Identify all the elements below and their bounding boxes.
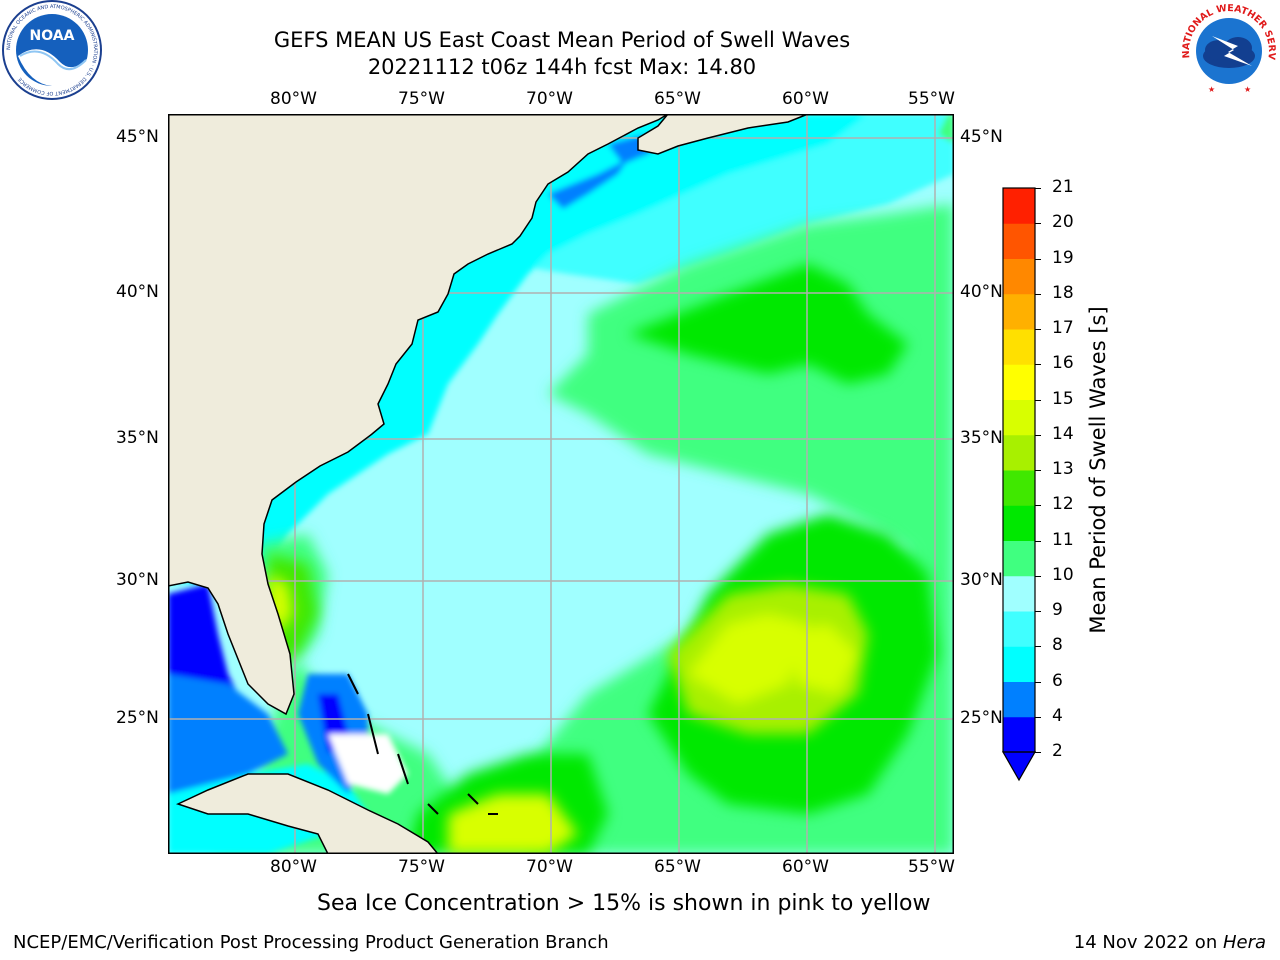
colorbar-segment [1003,399,1035,436]
colorbar-tick-mark [1035,716,1041,718]
colorbar-segment [1003,258,1035,295]
colorbar-tick-mark [1035,399,1041,401]
lat-tick-left-45n: 45°N [116,127,159,147]
lon-tick-top-55w: 55°W [908,89,955,109]
bahamas-islands [347,673,498,815]
lat-tick-right-45n: 45°N [960,127,1003,147]
land-maritimes [637,114,809,155]
colorbar-segment [1003,188,1035,224]
lat-tick-right-30n: 30°N [960,570,1003,590]
colorbar-tick-mark [1035,293,1041,295]
colorbar-tick-label: 2 [1052,741,1063,761]
nws-logo: NATIONAL WEATHER SERVICE ★ ★ [1178,0,1278,100]
colorbar-tick-label: 8 [1052,635,1063,656]
colorbar-tick-label: 20 [1052,212,1074,233]
colorbar-tick-mark [1035,364,1041,366]
colorbar-segment [1003,293,1035,330]
svg-text:★: ★ [1208,85,1215,94]
colorbar-segment [1003,470,1035,506]
lat-tick-right-40n: 40°N [960,282,1003,302]
lat-tick-left-25n: 25°N [116,708,159,728]
sea-ice-caption: Sea Ice Concentration > 15% is shown in … [317,891,931,916]
colorbar-tick-mark [1035,575,1041,577]
colorbar-segment [1003,364,1035,400]
lon-tick-top-75w: 75°W [398,89,445,109]
colorbar-segment [1003,575,1035,612]
colorbar-tick-mark [1035,505,1041,507]
lon-tick-top-60w: 60°W [782,89,829,109]
colorbar-tick-label: 17 [1052,318,1074,338]
lon-tick-bottom-65w: 65°W [654,857,701,877]
footer-right: 14 Nov 2022 on Hera [1074,932,1266,953]
land-north-america [168,114,670,716]
colorbar-segment [1003,646,1035,682]
colorbar-tick-mark [1035,434,1041,436]
colorbar-extend-min [1001,751,1037,782]
colorbar-tick-mark [1035,258,1041,260]
colorbar-tick-label: 19 [1052,247,1074,268]
colorbar-segment [1003,223,1035,259]
colorbar-tick-label: 18 [1052,282,1074,303]
colorbar-tick-mark [1035,646,1041,648]
colorbar-tick-mark [1035,540,1041,542]
colorbar-tick-label: 4 [1052,705,1063,726]
colorbar-tick-label: 14 [1052,423,1074,444]
colorbar-tick-label: 13 [1052,459,1074,479]
noaa-logo-text: NOAA [30,28,75,44]
colorbar-segment [1003,329,1035,365]
colorbar-tick-label: 21 [1052,177,1074,197]
colorbar-tick-label: 6 [1052,670,1063,691]
chart-title-line2: 20221112 t06z 144h fcst Max: 14.80 [367,55,757,79]
svg-text:★: ★ [1244,85,1251,94]
colorbar-tick-mark [1035,223,1041,225]
colorbar-segment [1003,505,1035,541]
lon-tick-top-80w: 80°W [270,89,317,109]
lat-tick-left-35n: 35°N [116,428,159,448]
lon-tick-top-70w: 70°W [526,89,573,109]
colorbar-tick-mark [1035,611,1041,612]
colorbar-tick-label: 15 [1052,388,1074,409]
swell-period-map [168,114,954,854]
colorbar-label: Mean Period of Swell Waves [s] [1086,306,1110,634]
lon-tick-bottom-60w: 60°W [782,857,829,877]
colorbar-segment [1003,611,1035,647]
lat-tick-left-30n: 30°N [116,570,159,590]
lat-tick-left-40n: 40°N [116,282,159,302]
colorbar-tick-label: 16 [1052,353,1074,374]
colorbar-segment [1003,540,1035,577]
colorbar-tick-mark [1035,470,1041,471]
lon-tick-bottom-80w: 80°W [270,857,317,877]
lat-tick-right-35n: 35°N [960,428,1003,448]
lon-tick-bottom-70w: 70°W [526,857,573,877]
swell-12-13s-regions [268,574,868,854]
colorbar-tick-label: 11 [1052,529,1074,550]
lon-tick-top-65w: 65°W [654,89,701,109]
colorbar-tick-label: 9 [1052,600,1063,620]
noaa-logo: NOAA NATIONAL OCEANIC AND ATMOSPHERIC AD… [2,0,102,100]
colorbar-tick-label: 12 [1052,494,1074,515]
colorbar-segment [1003,716,1035,753]
lon-tick-bottom-55w: 55°W [908,857,955,877]
colorbar-tick-mark [1035,752,1041,753]
map-border [168,114,954,854]
footer-left: NCEP/EMC/Verification Post Processing Pr… [13,932,609,953]
footer-date: 14 Nov 2022 on [1073,932,1223,953]
colorbar [1001,187,1037,782]
colorbar-segment [1003,681,1035,718]
colorbar-segment [1003,434,1035,471]
lat-tick-right-25n: 25°N [960,708,1003,728]
colorbar-tick-mark [1035,188,1041,189]
chart-title-line1: GEFS MEAN US East Coast Mean Period of S… [273,28,851,52]
colorbar-tick-mark [1035,681,1041,683]
colorbar-tick-label: 10 [1052,564,1074,585]
land-cuba [175,773,439,854]
lon-tick-bottom-75w: 75°W [398,857,445,877]
footer-host: Hera [1222,932,1266,953]
colorbar-tick-mark [1035,329,1041,330]
